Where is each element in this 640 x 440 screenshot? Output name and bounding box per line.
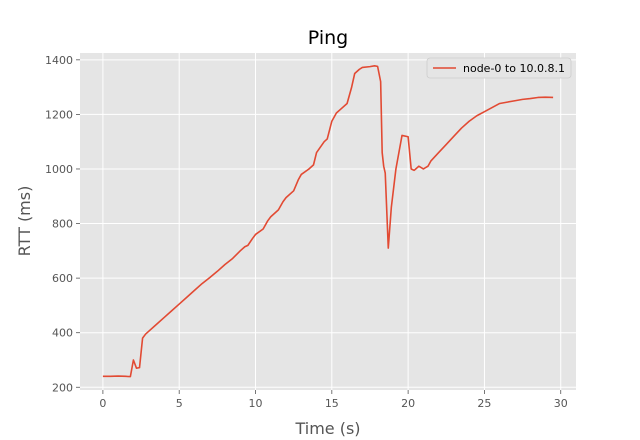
y-tick-label: 1000 <box>45 163 73 176</box>
series-layer <box>102 65 554 378</box>
x-axis-label: Time (s) <box>294 419 360 438</box>
y-tick-label: 1200 <box>45 108 73 121</box>
x-tick-label: 25 <box>477 397 491 410</box>
x-tick-label: 15 <box>325 397 339 410</box>
series-line-0 <box>102 65 554 378</box>
legend-entry-label: node-0 to 10.0.8.1 <box>463 62 565 75</box>
y-tick-label: 200 <box>52 381 73 394</box>
y-tick-label: 600 <box>52 272 73 285</box>
legend-box <box>426 57 572 79</box>
grid-lines <box>80 53 576 390</box>
y-axis-label: RTT (ms) <box>15 186 34 257</box>
y-tick-label: 800 <box>52 218 73 231</box>
axis-ticks: 0 5 10 15 20 25 30 200 400 600 800 1000 1200 1400 <box>45 54 568 410</box>
x-tick-label: 20 <box>401 397 415 410</box>
x-tick-label: 5 <box>176 397 183 410</box>
y-tick-label: 1400 <box>45 54 73 67</box>
chart-title: Ping <box>308 27 348 49</box>
x-tick-label: 0 <box>99 397 106 410</box>
y-tick-label: 400 <box>52 327 73 340</box>
x-tick-label: 10 <box>249 397 263 410</box>
legend: node-0 to 10.0.8.1 <box>426 57 572 79</box>
plot-area <box>80 53 576 390</box>
x-tick-label: 30 <box>554 397 568 410</box>
